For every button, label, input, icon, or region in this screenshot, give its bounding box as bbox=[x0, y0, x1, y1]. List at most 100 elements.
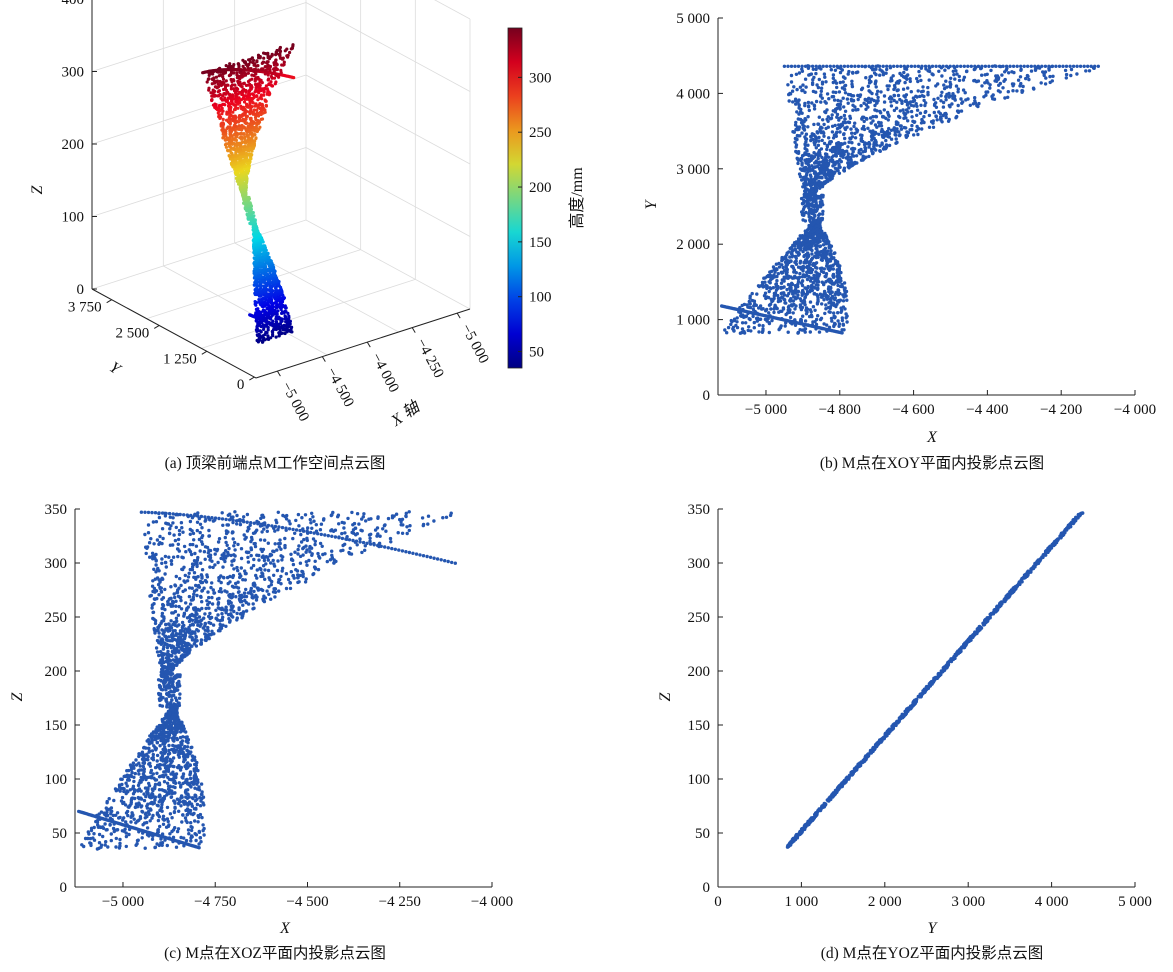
data-point bbox=[266, 328, 270, 332]
data-point bbox=[990, 94, 994, 99]
data-point bbox=[884, 71, 888, 75]
data-point bbox=[810, 183, 814, 187]
data-point bbox=[837, 300, 841, 304]
data-point bbox=[823, 75, 827, 79]
data-point bbox=[860, 86, 865, 90]
data-point bbox=[862, 101, 866, 105]
data-point bbox=[968, 103, 972, 108]
data-point bbox=[814, 283, 818, 287]
data-point bbox=[813, 179, 817, 183]
grid-line bbox=[91, 219, 307, 290]
data-point bbox=[241, 64, 245, 68]
data-point bbox=[255, 338, 259, 343]
data-point bbox=[825, 158, 829, 163]
data-point bbox=[837, 146, 841, 151]
data-point bbox=[786, 330, 790, 334]
data-point bbox=[841, 80, 845, 84]
data-point bbox=[808, 266, 813, 271]
data-point bbox=[826, 164, 830, 168]
data-point bbox=[791, 311, 795, 315]
data-point bbox=[217, 89, 221, 93]
data-point bbox=[1029, 69, 1034, 73]
data-point bbox=[846, 120, 851, 124]
data-point bbox=[909, 90, 913, 94]
data-point bbox=[904, 116, 908, 120]
data-point bbox=[935, 118, 939, 122]
data-point bbox=[886, 118, 890, 122]
data-point bbox=[879, 121, 883, 125]
data-point bbox=[833, 322, 837, 326]
data-point bbox=[232, 123, 236, 128]
data-point bbox=[777, 296, 782, 301]
data-point bbox=[816, 294, 820, 298]
data-point bbox=[839, 122, 844, 127]
data-point bbox=[867, 154, 871, 159]
data-point bbox=[794, 262, 799, 266]
data-point bbox=[901, 87, 906, 91]
data-point bbox=[814, 146, 818, 150]
data-point bbox=[282, 60, 286, 64]
data-point bbox=[255, 94, 259, 98]
colorbar-tick-label: 50 bbox=[529, 345, 544, 361]
data-point bbox=[902, 70, 906, 75]
data-point bbox=[224, 79, 228, 83]
data-point bbox=[245, 133, 249, 137]
data-point bbox=[898, 109, 902, 113]
data-point bbox=[791, 299, 795, 303]
data-point bbox=[813, 254, 817, 258]
data-point bbox=[218, 66, 222, 70]
x-tick-label: −5 000 bbox=[458, 322, 492, 367]
data-point bbox=[744, 321, 748, 325]
data-point bbox=[800, 154, 805, 158]
data-point bbox=[818, 244, 822, 249]
data-point bbox=[836, 283, 840, 288]
data-point bbox=[871, 151, 875, 155]
data-point bbox=[832, 314, 836, 318]
data-point bbox=[765, 295, 769, 299]
data-point bbox=[894, 137, 898, 141]
data-point bbox=[1064, 76, 1069, 80]
data-point bbox=[1020, 90, 1024, 94]
data-point bbox=[853, 136, 858, 140]
data-point bbox=[802, 167, 806, 172]
data-point bbox=[812, 263, 816, 268]
x-tick-mark bbox=[321, 356, 326, 362]
data-point bbox=[803, 204, 808, 208]
data-point bbox=[938, 112, 943, 116]
data-point bbox=[919, 78, 923, 83]
data-point bbox=[937, 69, 941, 74]
data-point bbox=[820, 302, 824, 306]
data-point bbox=[866, 126, 870, 130]
data-point bbox=[906, 110, 910, 114]
data-point bbox=[1063, 68, 1068, 73]
data-point bbox=[832, 98, 837, 102]
data-point bbox=[787, 250, 791, 254]
data-point bbox=[243, 94, 247, 98]
data-point bbox=[869, 80, 873, 84]
data-point bbox=[931, 125, 936, 129]
data-point bbox=[927, 125, 932, 129]
data-point bbox=[1019, 81, 1023, 86]
data-point bbox=[274, 320, 279, 324]
x-tick-mark bbox=[276, 370, 281, 377]
data-point bbox=[939, 94, 943, 98]
data-point bbox=[816, 286, 820, 291]
data-point bbox=[952, 73, 956, 77]
data-point bbox=[777, 261, 781, 266]
z-tick-label: 400 bbox=[62, 0, 85, 8]
data-point bbox=[923, 110, 927, 115]
data-point bbox=[801, 126, 805, 130]
data-point bbox=[818, 129, 823, 133]
colorbar-tick-label: 300 bbox=[529, 70, 552, 86]
data-point bbox=[927, 78, 931, 82]
data-point bbox=[794, 271, 798, 275]
data-point bbox=[840, 142, 845, 146]
data-point bbox=[892, 93, 896, 98]
data-point bbox=[957, 78, 962, 83]
data-point bbox=[802, 328, 806, 332]
grid-line bbox=[305, 219, 471, 310]
data-point bbox=[866, 84, 870, 89]
data-point bbox=[906, 86, 910, 90]
data-point bbox=[788, 299, 793, 303]
